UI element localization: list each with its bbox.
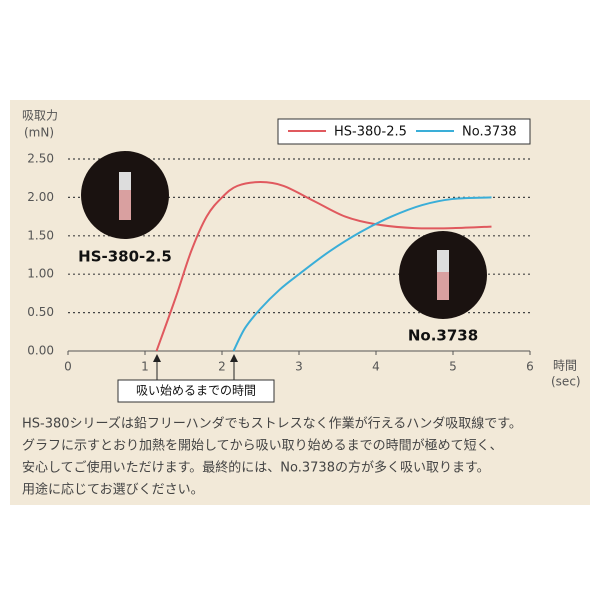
x-tick-label: 5 [449, 360, 457, 374]
description: 安心してご使用いただけます。最終的には、No.3738の方が多く吸い取ります。 [22, 460, 490, 476]
x-tick-label: 3 [295, 360, 303, 374]
series-line [232, 196, 492, 352]
x-tick-label: 4 [372, 360, 380, 374]
description: 用途に応じてお選びください。 [22, 482, 204, 498]
y-label: 吸取力 [22, 109, 58, 123]
y-label-unit: (mN) [24, 126, 54, 140]
photo-label: HS-380-2.5 [78, 248, 172, 266]
legend-label: HS-380-2.5 [334, 125, 407, 140]
legend-label: No.3738 [462, 125, 517, 140]
y-tick-label: 0.50 [27, 305, 54, 319]
photo-hs [81, 151, 169, 239]
annotation-box [117, 379, 275, 403]
series-line [155, 181, 492, 352]
photo-no [399, 231, 487, 319]
description: グラフに示すとおり加熱を開始してから吸い取り始めるまでの時間が極めて短く、 [22, 438, 503, 454]
x-label-unit: (sec) [551, 375, 581, 389]
y-tick-label: 2.00 [27, 190, 54, 204]
x-tick-label: 2 [218, 360, 226, 374]
annotation: 吸い始めるまでの時間 [136, 384, 256, 398]
arrowhead [230, 354, 238, 362]
y-tick-label: 1.00 [27, 267, 54, 281]
description: HS-380シリーズは鉛フリーハンダでもストレスなく作業が行えるハンダ吸取線です… [22, 416, 522, 432]
x-tick-label: 6 [526, 360, 534, 374]
y-tick-label: 1.50 [27, 228, 54, 242]
x-tick-label: 0 [64, 360, 72, 374]
y-tick-label: 2.50 [27, 152, 54, 166]
x-label: 時間 [553, 359, 577, 373]
arrowhead [153, 354, 161, 362]
x-tick-label: 1 [141, 360, 149, 374]
y-tick-label: 0.00 [27, 344, 54, 358]
photo-label: No.3738 [408, 327, 478, 345]
